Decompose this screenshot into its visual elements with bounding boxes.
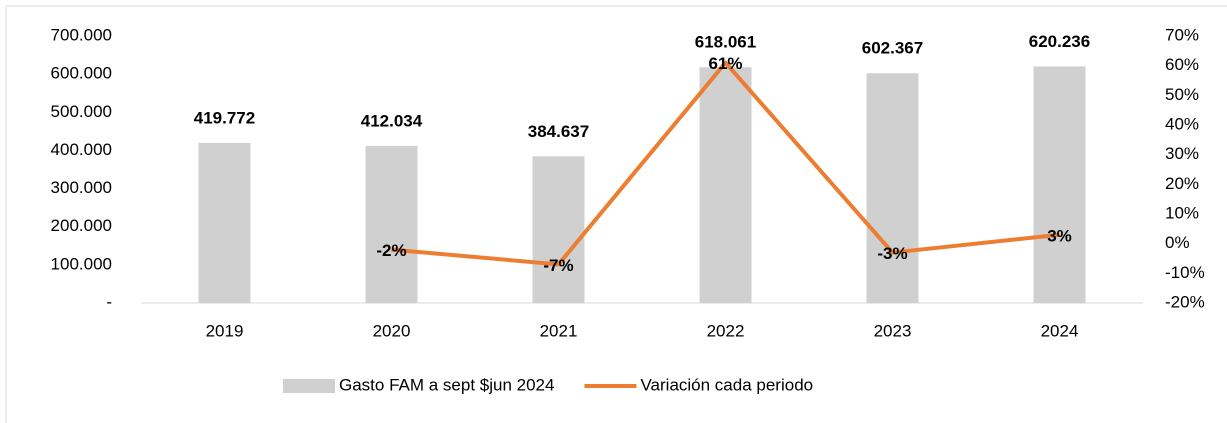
y2-tick-label: -10% [1165, 263, 1205, 282]
y-tick-label: 200.000 [51, 216, 112, 235]
bar-value-label: 620.236 [1029, 32, 1090, 51]
y2-tick-label: 30% [1165, 144, 1199, 163]
line-value-label: -2% [376, 241, 406, 260]
y2-tick-label: 60% [1165, 55, 1199, 74]
line [391, 60, 1060, 267]
bar-value-label: 384.637 [528, 122, 589, 141]
y2-tick-label: 10% [1165, 203, 1199, 222]
bar [198, 142, 251, 303]
y2-tick-label: 70% [1165, 25, 1199, 44]
y-tick-label: - [106, 292, 112, 311]
bar-value-label: 412.034 [361, 111, 423, 130]
bar [699, 67, 752, 303]
line-value-label: 3% [1047, 226, 1072, 245]
x-tick-label: 2024 [1041, 321, 1079, 340]
bar-value-label: 602.367 [862, 39, 923, 58]
bar [365, 145, 418, 303]
x-tick-label: 2020 [373, 321, 411, 340]
y-tick-label: 400.000 [51, 140, 112, 159]
y-tick-label: 600.000 [51, 64, 112, 83]
y2-tick-label: 0% [1165, 233, 1190, 252]
bar-value-label: 419.772 [194, 108, 255, 127]
y2-tick-label: -20% [1165, 292, 1205, 311]
bar [866, 73, 919, 303]
bar-value-label: 618.061 [695, 33, 756, 52]
y-tick-label: 300.000 [51, 178, 112, 197]
line-value-label: -7% [543, 256, 573, 275]
x-tick-label: 2019 [206, 321, 244, 340]
legend-label: Gasto FAM a sept $jun 2024 [339, 375, 554, 394]
y-tick-label: 500.000 [51, 102, 112, 121]
line-value-label: 61% [708, 54, 742, 73]
x-tick-label: 2023 [874, 321, 912, 340]
y2-tick-label: 50% [1165, 85, 1199, 104]
y2-tick-label: 20% [1165, 174, 1199, 193]
legend-label: Variación cada periodo [640, 375, 813, 394]
y2-tick-label: 40% [1165, 114, 1199, 133]
line-value-label: -3% [877, 244, 907, 263]
x-tick-label: 2021 [540, 321, 578, 340]
x-tick-label: 2022 [707, 321, 745, 340]
bar [532, 156, 585, 303]
y-tick-label: 100.000 [51, 254, 112, 273]
legend-swatch [283, 379, 335, 393]
y-tick-label: 700.000 [51, 25, 112, 44]
bar [1033, 66, 1086, 303]
